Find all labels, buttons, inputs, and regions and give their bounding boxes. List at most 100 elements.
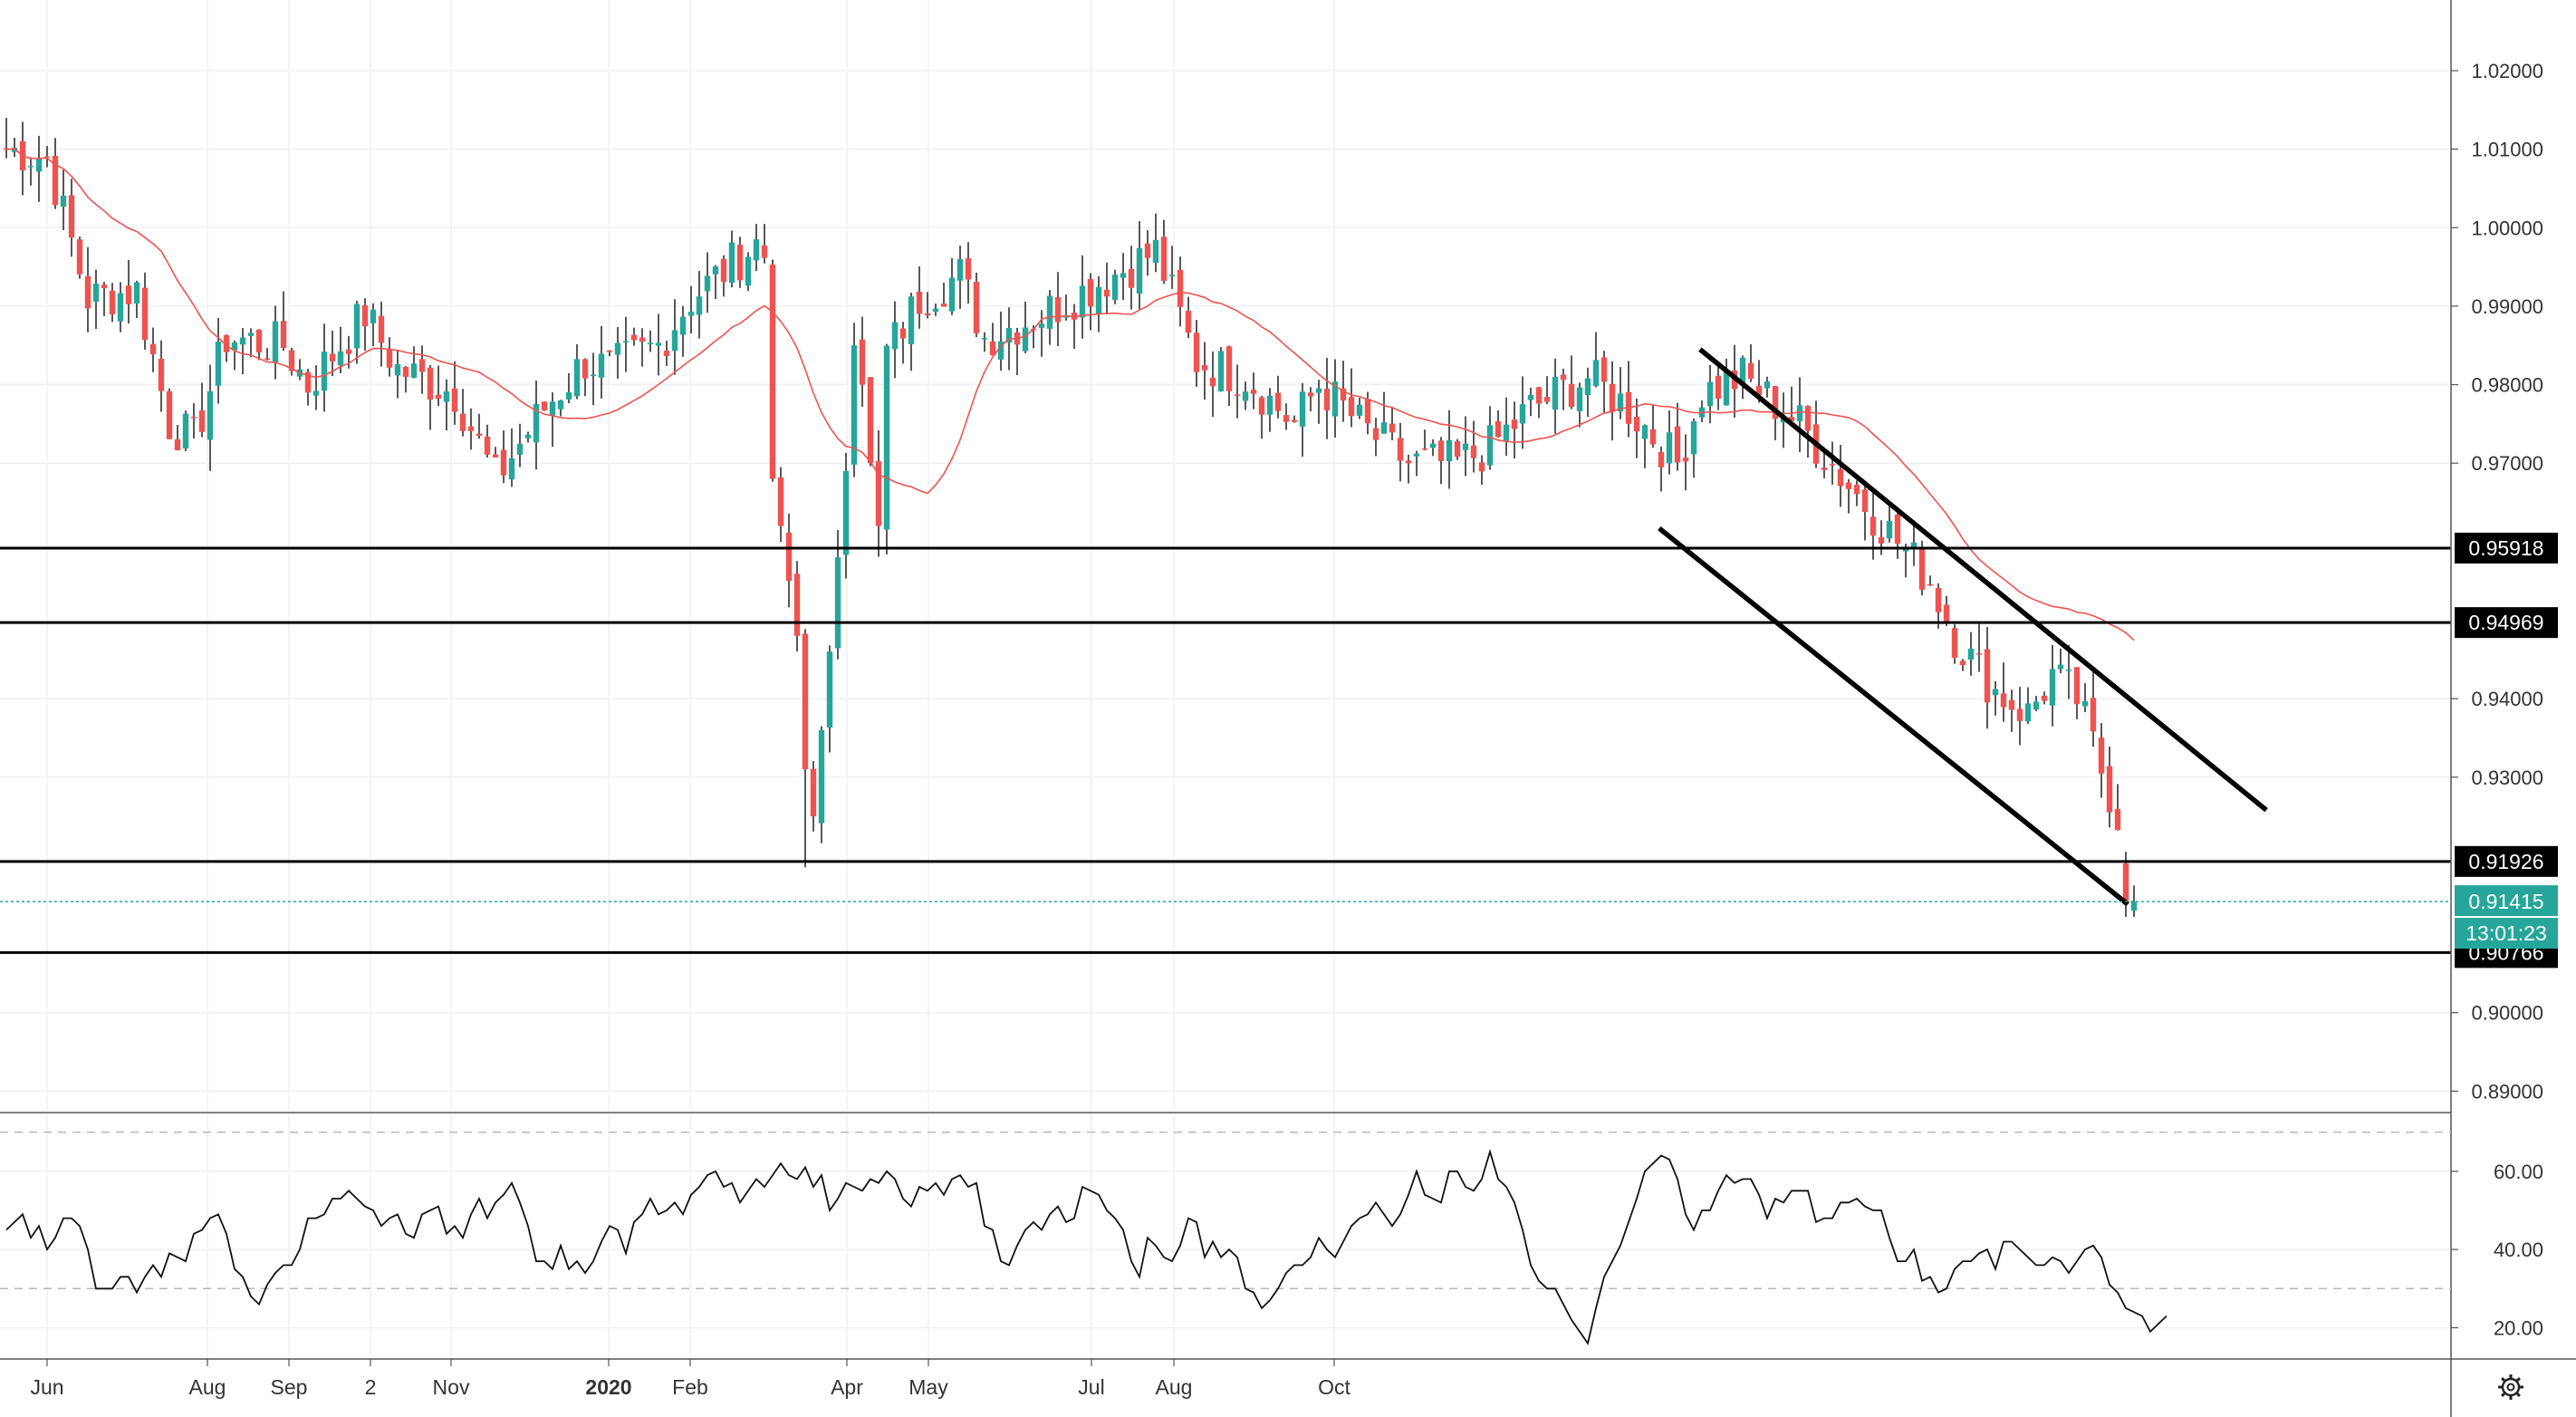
time-axis-label: Sep	[271, 1375, 308, 1399]
candle	[1421, 429, 1428, 451]
price-axis-label: 0.90000	[2471, 1002, 2543, 1025]
candle	[1690, 418, 1697, 478]
candle-body	[1470, 445, 1477, 458]
candle	[1258, 395, 1265, 439]
candle	[867, 377, 874, 467]
candle-body	[133, 282, 140, 304]
gear-tooth	[2516, 1393, 2521, 1397]
candle	[1674, 402, 1681, 471]
oscillator-line	[5, 1149, 2167, 1345]
candle-body	[117, 293, 124, 322]
candle	[43, 146, 51, 168]
candle	[908, 293, 915, 371]
candle-body	[2065, 670, 2072, 671]
candle-body	[867, 377, 874, 464]
candle-body	[573, 359, 581, 397]
candle-body	[68, 195, 75, 238]
candle-body	[1454, 440, 1461, 458]
candle	[1405, 454, 1412, 484]
candle-body	[802, 633, 809, 770]
candle	[1022, 301, 1029, 353]
candle	[158, 340, 165, 412]
candle	[810, 760, 817, 832]
countdown-tag	[2455, 918, 2558, 949]
candle	[899, 322, 907, 364]
price-axis[interactable]: 1.02000 1.01000 1.00000 0.99000 0.98000 0.970…	[2450, 0, 2558, 1417]
candle-body	[1429, 443, 1437, 448]
candle	[965, 242, 972, 304]
candle	[288, 347, 295, 376]
candle-body	[101, 284, 108, 289]
candle-body	[1560, 374, 1567, 381]
time-axis-label: Feb	[672, 1375, 708, 1399]
candle	[1641, 424, 1648, 468]
candle	[52, 138, 59, 209]
candle	[671, 299, 678, 375]
candle-body	[125, 285, 132, 304]
candle-body	[524, 434, 532, 439]
candle	[1764, 376, 1771, 398]
candle	[68, 178, 75, 257]
candle-body	[883, 345, 890, 530]
candle	[1829, 441, 1836, 486]
candle-body	[1609, 383, 1616, 412]
price-axis-label: 0.97000	[2471, 452, 2543, 475]
candle-body	[1592, 360, 1600, 386]
candle	[76, 236, 83, 279]
channel-line-upper	[1698, 347, 2268, 813]
candle	[215, 318, 222, 404]
candle-body	[541, 401, 548, 411]
candle	[973, 272, 980, 338]
candle-body	[1242, 391, 1249, 401]
candle-body	[1160, 236, 1168, 281]
candle-body	[598, 353, 605, 378]
candle	[272, 305, 279, 380]
candle-body	[1935, 587, 1942, 612]
candle	[1804, 405, 1812, 458]
candle-body	[2098, 737, 2105, 774]
candle	[1234, 364, 1241, 419]
candle-body	[1226, 346, 1233, 391]
candle-body	[2049, 669, 2056, 706]
candle-body	[940, 304, 947, 307]
candle	[207, 364, 214, 471]
candle-body	[1421, 448, 1428, 450]
candle-body	[1600, 357, 1608, 382]
candle-body	[386, 349, 393, 368]
candle	[704, 252, 711, 313]
candle	[1535, 386, 1543, 419]
candle	[435, 365, 442, 407]
candle-body	[451, 388, 458, 412]
price-axis-label: 0.99000	[2471, 295, 2543, 318]
candle-body	[223, 334, 230, 352]
candle-body	[1910, 542, 1918, 548]
candle	[1600, 351, 1608, 413]
candle-body	[1902, 548, 1909, 552]
candle	[35, 135, 43, 202]
candle-body	[810, 768, 817, 817]
candle-body	[264, 358, 271, 360]
candle-body	[2024, 703, 2032, 722]
candle	[728, 230, 735, 288]
candle-body	[2008, 699, 2015, 710]
candle	[1519, 376, 1526, 449]
candle-body	[1992, 689, 1999, 696]
candle-body	[606, 350, 613, 352]
candle	[378, 301, 385, 367]
candle	[1185, 296, 1192, 339]
time-axis[interactable]: Jun Aug Sep 2 Nov 2020 Feb Apr May Jul Aug Oct	[30, 1359, 1350, 1399]
candle	[2114, 784, 2121, 831]
candlestick-series	[3, 118, 2138, 917]
candle-body	[1144, 243, 1151, 258]
gear-tooth	[2516, 1377, 2521, 1382]
candle-body	[1682, 458, 1689, 462]
candle	[647, 330, 654, 352]
candle-body	[1250, 390, 1257, 394]
price-axis-label: 1.01000	[2471, 139, 2543, 161]
candle	[1152, 213, 1159, 273]
price-axis-label: 0.93000	[2471, 766, 2543, 789]
candle	[1878, 520, 1885, 555]
candle-body	[720, 258, 727, 283]
settings-gear-icon[interactable]	[2498, 1374, 2523, 1400]
